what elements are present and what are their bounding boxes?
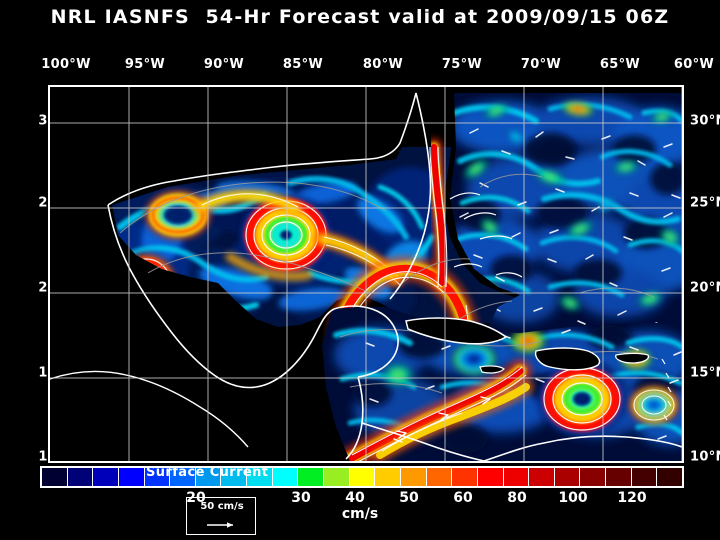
colorbar-swatch-15	[426, 468, 453, 486]
colorbar-swatch-6	[195, 468, 222, 486]
lon-label-75w: 75°W	[441, 57, 483, 72]
lon-label-60w: 60°W	[673, 57, 715, 72]
colorbar-tick-30: 30	[291, 490, 311, 506]
colorbar-tick-20: 20	[186, 490, 206, 506]
colorbar-swatch-14	[400, 468, 427, 486]
lat-label-right-10n: 10°N	[690, 449, 720, 465]
colorbar-swatch-17	[477, 468, 504, 486]
lat-label-right-25n: 25°N	[690, 195, 720, 211]
right-arrow-icon	[207, 522, 233, 528]
velocity-scale-label: 50 cm/s	[200, 501, 244, 512]
colorbar-swatch-1	[67, 468, 94, 486]
colorbar-swatch-19	[529, 468, 555, 486]
colorbar-swatch-22	[606, 468, 632, 486]
colorbar-tick-60: 60	[453, 490, 473, 506]
colorbar-swatch-21	[580, 468, 607, 486]
caribbean-current-field	[322, 307, 682, 461]
colorbar-swatch-20	[554, 468, 581, 486]
lat-label-right-15n: 15°N	[690, 365, 720, 381]
colorbar-swatch-10	[298, 468, 325, 486]
colorbar-tick-80: 80	[507, 490, 527, 506]
colorbar-swatch-11	[324, 468, 350, 486]
map-gridlines	[50, 87, 682, 461]
colorbar-tick-100: 100	[558, 490, 588, 506]
lat-label-right-30n: 30°N	[690, 113, 720, 129]
lon-label-70w: 70°W	[520, 57, 562, 72]
colorbar-swatch-12	[349, 468, 376, 486]
colorbar-swatch-7	[221, 468, 248, 486]
colorbar-swatch-16	[452, 468, 478, 486]
colorbar-swatch-13	[375, 468, 401, 486]
colorbar-swatch-9	[272, 468, 299, 486]
colorbar-tick-50: 50	[399, 490, 419, 506]
velocity-scale-box: 50 cm/s	[186, 497, 256, 535]
lon-label-90w: 90°W	[203, 57, 245, 72]
colorbar-swatch-8	[247, 468, 273, 486]
colorbar-swatch-4	[144, 468, 171, 486]
colorbar-swatch-24	[657, 468, 683, 486]
colorbar-unit-label: cm/s	[341, 506, 379, 522]
colorbar-swatch-2	[93, 468, 119, 486]
lat-label-right-20n: 20°N	[690, 280, 720, 296]
colorbar-swatch-18	[503, 468, 530, 486]
lon-label-80w: 80°W	[362, 57, 404, 72]
colorbar-swatch-0	[42, 468, 68, 486]
coastlines	[50, 92, 682, 461]
surface-current-field	[50, 87, 682, 461]
colorbar-swatch-23	[631, 468, 658, 486]
lon-label-85w: 85°W	[282, 57, 324, 72]
colorbar-tick-40: 40	[345, 490, 365, 506]
colorbar-tick-120: 120	[617, 490, 647, 506]
lon-label-95w: 95°W	[124, 57, 166, 72]
page-title: NRL IASNFS 54-Hr Forecast valid at 2009/…	[50, 6, 670, 28]
speed-colorbar[interactable]	[40, 466, 684, 488]
colorbar-swatch-5	[170, 468, 196, 486]
surface-current-legend-label: Surface Current	[146, 465, 269, 480]
lon-label-100w: 100°W	[41, 57, 91, 72]
colorbar-swatch-3	[118, 468, 145, 486]
lon-label-65w: 65°W	[599, 57, 641, 72]
map-plot-area[interactable]: Surface Current 50 cm/s	[48, 85, 684, 535]
